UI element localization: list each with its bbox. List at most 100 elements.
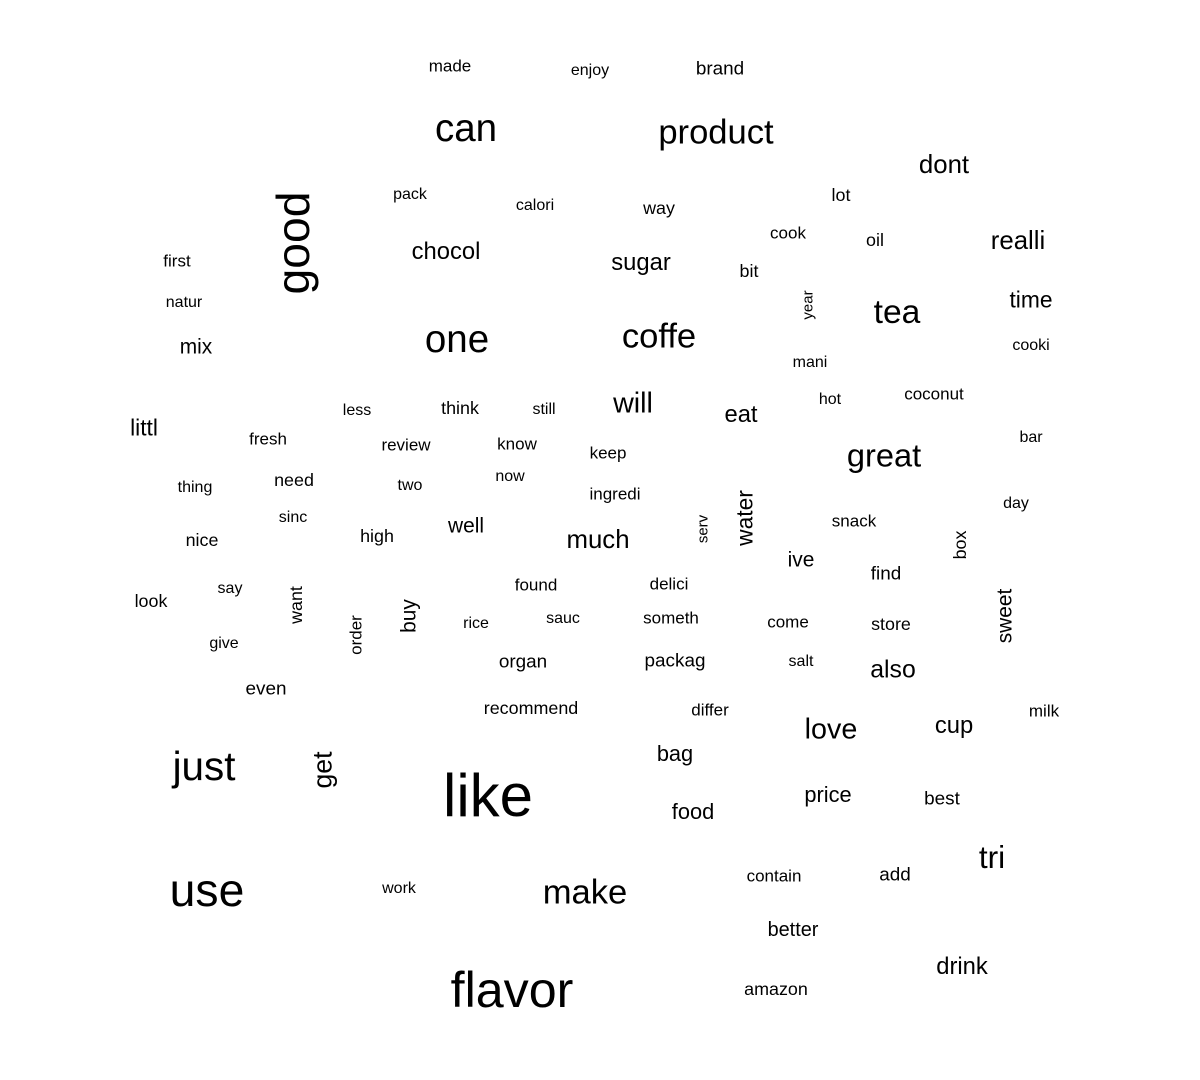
word-tri: tri (978, 839, 1006, 876)
word-natur: natur (165, 294, 203, 311)
word-year: year (799, 290, 817, 320)
word-delici: delici (649, 574, 689, 594)
word-coffe: coffe (621, 317, 697, 356)
word-like: like (442, 762, 534, 829)
word-snack: snack (831, 511, 877, 531)
word-brand: brand (695, 58, 745, 80)
word-know: know (497, 434, 537, 454)
word-need: need (274, 470, 314, 491)
word-sugar: sugar (611, 249, 671, 277)
word-realli: realli (990, 227, 1046, 256)
word-two: two (397, 477, 423, 494)
word-tea: tea (873, 294, 921, 332)
word-milk: milk (1028, 701, 1060, 721)
word-calori: calori (515, 197, 555, 214)
word-look: look (134, 591, 168, 612)
word-flavor: flavor (450, 961, 574, 1018)
word-ingredi: ingredi (589, 484, 641, 504)
word-much: much (566, 526, 630, 555)
word-thing: thing (177, 479, 213, 496)
word-water: water (731, 490, 758, 546)
word-serv: serv (694, 514, 712, 544)
word-find: find (870, 563, 902, 585)
word-enjoy: enjoy (570, 62, 610, 79)
word-cook: cook (770, 223, 806, 243)
word-great: great (846, 436, 922, 474)
word-ive: ive (787, 548, 815, 572)
word-want: want (286, 586, 307, 624)
word-keep: keep (589, 443, 627, 463)
word-high: high (360, 526, 394, 547)
word-love: love (804, 713, 858, 746)
word-also: also (870, 656, 916, 684)
word-sweet: sweet (993, 588, 1017, 644)
word-day: day (1003, 495, 1029, 512)
word-even: even (245, 678, 287, 700)
word-still: still (532, 401, 556, 418)
word-packag: packag (644, 650, 706, 672)
word-now: now (495, 468, 525, 485)
word-first: first (163, 251, 191, 271)
word-fresh: fresh (249, 429, 287, 449)
word-eat: eat (724, 401, 758, 429)
word-sinc: sinc (278, 509, 308, 526)
word-nice: nice (185, 530, 219, 551)
word-mix: mix (179, 335, 213, 359)
word-best: best (924, 788, 960, 810)
word-time: time (1009, 286, 1053, 313)
word-better: better (767, 919, 819, 942)
word-use: use (169, 863, 245, 916)
word-box: box (950, 530, 971, 560)
word-bar: bar (1019, 429, 1043, 446)
word-chocol: chocol (411, 238, 481, 266)
word-think: think (441, 398, 479, 419)
word-give: give (209, 635, 239, 652)
word-someth: someth (643, 608, 699, 628)
word-price: price (804, 782, 852, 808)
word-less: less (342, 402, 372, 419)
word-coconut: coconut (904, 384, 964, 404)
word-can: can (434, 106, 498, 150)
word-salt: salt (788, 653, 814, 670)
word-make: make (542, 873, 628, 912)
word-product: product (658, 113, 774, 152)
word-come: come (767, 612, 809, 632)
word-cooki: cooki (1012, 337, 1050, 354)
word-good: good (266, 191, 319, 295)
word-rice: rice (463, 615, 489, 632)
word-dont: dont (918, 151, 970, 180)
word-hot: hot (818, 391, 842, 408)
word-review: review (381, 435, 431, 455)
word-way: way (643, 198, 675, 219)
word-store: store (871, 614, 911, 635)
word-recommend: recommend (483, 698, 579, 719)
word-lot: lot (831, 185, 851, 206)
word-will: will (613, 387, 653, 420)
word-found: found (514, 575, 558, 595)
word-food: food (671, 799, 715, 825)
word-mani: mani (792, 354, 828, 371)
word-buy: buy (397, 599, 421, 633)
word-order: order (346, 615, 366, 655)
word-contain: contain (746, 866, 802, 886)
word-drink: drink (936, 953, 988, 981)
word-differ: differ (691, 700, 729, 720)
word-one: one (424, 317, 490, 361)
word-well: well (448, 514, 484, 538)
word-bag: bag (656, 741, 694, 767)
word-say: say (217, 580, 243, 597)
word-organ: organ (498, 651, 548, 673)
word-littl: littl (130, 414, 158, 441)
word-cup: cup (934, 712, 974, 740)
word-pack: pack (393, 186, 427, 203)
word-bit: bit (739, 261, 759, 282)
word-work: work (382, 880, 416, 897)
word-oil: oil (866, 230, 884, 251)
word-add: add (879, 864, 911, 886)
word-sauc: sauc (546, 610, 580, 627)
word-get: get (307, 751, 338, 789)
word-made: made (428, 56, 472, 76)
word-just: just (172, 742, 236, 789)
word-amazon: amazon (744, 979, 808, 1000)
